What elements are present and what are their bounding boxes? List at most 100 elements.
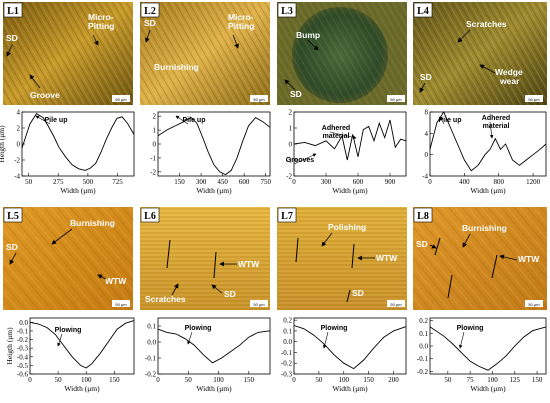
x-tick-label: 275 bbox=[53, 178, 64, 186]
profile-annotation: Grooves bbox=[286, 157, 315, 164]
y-tick-label: -0.2 bbox=[17, 336, 29, 344]
y-tick-label: -4 bbox=[14, 173, 20, 181]
y-tick-label: -0.2 bbox=[145, 371, 157, 379]
y-tick-label: 1 bbox=[289, 125, 293, 133]
x-tick-label: 150 bbox=[174, 178, 185, 186]
profile-line bbox=[157, 328, 271, 364]
l2-micropitting-label: Micro-Pitting bbox=[228, 12, 254, 31]
x-tick-label: 500 bbox=[83, 178, 94, 186]
profile-line bbox=[429, 111, 547, 172]
x-axis-label: Width (μm) bbox=[470, 384, 506, 393]
x-axis-label: Width (μm) bbox=[60, 186, 96, 195]
l7-scale-bar: 50 μm bbox=[390, 302, 402, 307]
profile-annotation: Plowing bbox=[321, 325, 348, 332]
y-tick-label: -1 bbox=[286, 157, 292, 165]
y-tick-label: 4 bbox=[425, 130, 429, 138]
x-tick-label: 50 bbox=[444, 376, 452, 384]
y-tick-label: 0.1 bbox=[283, 327, 292, 335]
x-tick-label: 150 bbox=[532, 376, 543, 384]
y-tick-label: 0 bbox=[425, 151, 429, 159]
micrograph-l7: L7 Polishing WTW SD 50 μm bbox=[277, 207, 407, 310]
x-tick-label: 50 bbox=[315, 376, 323, 384]
x-tick-label: 400 bbox=[459, 178, 470, 186]
x-tick-label: 300 bbox=[196, 178, 207, 186]
y-tick-label: -0.1 bbox=[17, 327, 29, 335]
plot-frame bbox=[157, 111, 271, 177]
l8-burnishing-label: Burnishing bbox=[462, 223, 507, 233]
annotation-line: Pile up bbox=[183, 117, 206, 124]
y-tick-label: -0.2 bbox=[281, 360, 293, 368]
l5-scale-bar: 50 μm bbox=[115, 302, 127, 307]
plot-frame bbox=[157, 317, 271, 375]
y-tick-label: -0.4 bbox=[17, 353, 29, 361]
l6-scratches-label: Scratches bbox=[145, 294, 186, 304]
plot-frame bbox=[293, 111, 407, 177]
micrograph-l8-id: L8 bbox=[417, 211, 429, 222]
annotation-line: Pile up bbox=[439, 117, 462, 124]
annotation-arrow bbox=[175, 115, 189, 125]
annotation-arrow bbox=[489, 121, 494, 139]
x-tick-label: 300 bbox=[321, 178, 332, 186]
y-tick-label: 0 bbox=[153, 141, 157, 149]
y-tick-label: 0.0 bbox=[419, 343, 428, 351]
l8-wtw-label: WTW bbox=[518, 254, 540, 264]
x-axis-label: Width (μm) bbox=[196, 384, 232, 393]
x-tick-label: 600 bbox=[353, 178, 364, 186]
profile-line bbox=[293, 325, 407, 370]
x-tick-label: 0 bbox=[292, 376, 296, 384]
x-tick-label: 600 bbox=[239, 178, 250, 186]
x-tick-label: 150 bbox=[363, 376, 374, 384]
y-tick-label: 8 bbox=[425, 109, 429, 117]
l3-sd-label: SD bbox=[290, 89, 302, 99]
profile-line bbox=[21, 112, 135, 171]
y-axis-label: Heigth (μm) bbox=[0, 125, 6, 163]
profile-chart-l6: 0.1 0.0 -0.1 -0.20 50 100 150 Width (μm) Plowing bbox=[145, 317, 271, 393]
profile-annotation: Plowing bbox=[185, 325, 212, 332]
x-tick-label: 0 bbox=[292, 178, 296, 186]
y-tick-label: -4 bbox=[422, 173, 428, 181]
y-tick-label: -2 bbox=[14, 157, 20, 165]
micrograph-l5: L5 Burnishing SD WTW 50 μm bbox=[3, 207, 133, 310]
x-tick-label: 125 bbox=[510, 376, 521, 384]
l2-sd-label: SD bbox=[144, 18, 156, 28]
micrograph-l7-id: L7 bbox=[281, 211, 293, 222]
x-tick-label: 150 bbox=[109, 376, 120, 384]
micrograph-l8: L8 Burnishing SD WTW 50 μm bbox=[413, 207, 547, 310]
annotation-arrow bbox=[187, 331, 193, 345]
y-axis-label: Heigth (μm) bbox=[5, 327, 14, 365]
profile-annotation: Pile up bbox=[45, 117, 68, 124]
y-tick-label: -0.1 bbox=[417, 355, 429, 363]
x-axis-label: Width (μm) bbox=[470, 186, 506, 195]
x-tick-label: 900 bbox=[385, 178, 396, 186]
annotation-line: Plowing bbox=[457, 325, 484, 332]
annotation-arrow bbox=[57, 333, 63, 347]
annotation-arrow bbox=[439, 116, 445, 125]
annotation-line: Plowing bbox=[55, 327, 82, 334]
y-tick-label: 0.2 bbox=[283, 317, 292, 325]
annotation-arrow bbox=[35, 115, 51, 125]
l2-micropitting-line1: Micro- bbox=[228, 12, 254, 22]
profile-annotation: Pile up bbox=[183, 117, 206, 124]
y-tick-label: -0.3 bbox=[281, 371, 293, 379]
l4-wedge-wear-label: Wedge wear bbox=[495, 67, 523, 86]
y-tick-label: -2 bbox=[150, 168, 156, 176]
y-tick-label: -2 bbox=[286, 173, 292, 181]
annotation-line: Adhered bbox=[482, 115, 510, 122]
x-axis-label: Width (μm) bbox=[332, 186, 368, 195]
plot-frame bbox=[429, 317, 547, 375]
l6-sd-label: SD bbox=[224, 289, 236, 299]
micrograph-l4: L4 Scratches SD Wedge wear 50 μm bbox=[413, 2, 547, 105]
annotation-line: Adhered bbox=[322, 125, 350, 132]
micrograph-l6: L6 WTW Scratches SD 50 μm bbox=[140, 207, 270, 310]
annotation-line: Grooves bbox=[286, 157, 315, 164]
l1-scale-bar: 50 μm bbox=[115, 97, 127, 102]
y-tick-label: 2 bbox=[17, 125, 21, 133]
x-tick-label: 800 bbox=[493, 178, 504, 186]
x-tick-label: 100 bbox=[487, 376, 498, 384]
l6-wtw-label: WTW bbox=[238, 259, 260, 269]
l3-scale-bar: 50 μm bbox=[390, 97, 402, 102]
profile-line bbox=[29, 320, 135, 369]
annotation-line: material bbox=[323, 133, 350, 140]
y-tick-label: -0.1 bbox=[281, 349, 293, 357]
